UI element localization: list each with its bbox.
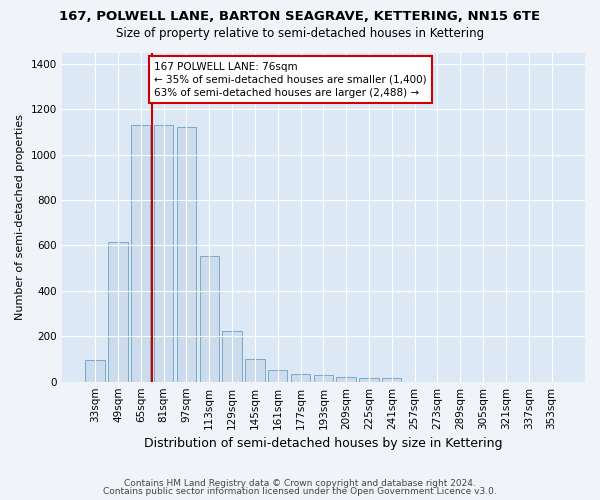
Text: 167 POLWELL LANE: 76sqm
← 35% of semi-detached houses are smaller (1,400)
63% of: 167 POLWELL LANE: 76sqm ← 35% of semi-de… xyxy=(154,62,427,98)
Bar xyxy=(177,128,196,382)
Text: 167, POLWELL LANE, BARTON SEAGRAVE, KETTERING, NN15 6TE: 167, POLWELL LANE, BARTON SEAGRAVE, KETT… xyxy=(59,10,541,23)
Text: Contains HM Land Registry data © Crown copyright and database right 2024.: Contains HM Land Registry data © Crown c… xyxy=(124,478,476,488)
Text: Contains public sector information licensed under the Open Government Licence v3: Contains public sector information licen… xyxy=(103,487,497,496)
Y-axis label: Number of semi-detached properties: Number of semi-detached properties xyxy=(15,114,25,320)
Bar xyxy=(223,330,242,382)
Bar xyxy=(337,376,356,382)
Bar xyxy=(200,256,219,382)
X-axis label: Distribution of semi-detached houses by size in Kettering: Distribution of semi-detached houses by … xyxy=(144,437,503,450)
Bar xyxy=(131,125,151,382)
Bar xyxy=(314,375,333,382)
Bar xyxy=(291,374,310,382)
Bar xyxy=(382,378,401,382)
Text: Size of property relative to semi-detached houses in Kettering: Size of property relative to semi-detach… xyxy=(116,28,484,40)
Bar xyxy=(268,370,287,382)
Bar xyxy=(108,242,128,382)
Bar xyxy=(85,360,105,382)
Bar xyxy=(359,378,379,382)
Bar xyxy=(154,125,173,382)
Bar xyxy=(245,359,265,382)
